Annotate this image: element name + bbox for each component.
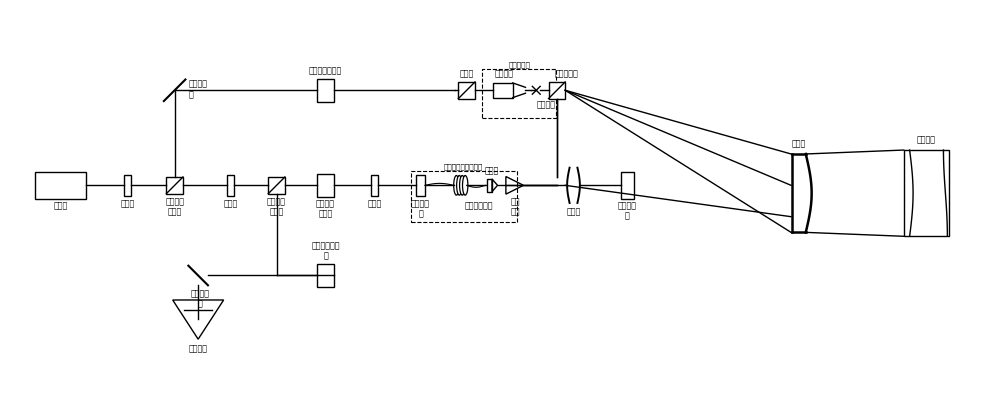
Text: 显微物镜: 显微物镜 — [494, 69, 513, 79]
Text: 成像镜: 成像镜 — [566, 207, 581, 216]
Text: 第一反射
镇: 第一反射 镇 — [188, 79, 207, 99]
Bar — [621, 172, 634, 199]
Bar — [166, 177, 183, 194]
Text: 待测样品: 待测样品 — [917, 135, 936, 144]
Text: 点衍射光波生成装置: 点衍射光波生成装置 — [444, 163, 483, 170]
Ellipse shape — [463, 176, 468, 195]
Bar — [411, 170, 517, 222]
Bar — [482, 69, 556, 118]
Text: 第二声光频移
器: 第二声光频移 器 — [311, 241, 340, 261]
Bar — [904, 150, 949, 236]
Text: 第二反射
镇: 第二反射 镇 — [191, 289, 210, 309]
Text: 光纤头: 光纤头 — [485, 166, 499, 176]
Text: 第一声光频移器: 第一声光频移器 — [309, 66, 342, 76]
Bar — [227, 174, 234, 196]
Text: 滤波针孔: 滤波针孔 — [537, 100, 556, 109]
Bar — [549, 82, 565, 99]
Text: 半波片: 半波片 — [367, 199, 382, 208]
Bar — [493, 83, 513, 98]
Text: 第二偏振
分光镜: 第二偏振 分光镜 — [267, 197, 286, 216]
Bar — [487, 179, 492, 192]
Text: 第三声光
频移器: 第三声光 频移器 — [316, 199, 335, 218]
Bar — [317, 174, 334, 197]
Text: 面阵探测
器: 面阵探测 器 — [618, 201, 637, 220]
Text: 光纤耦合
镜: 光纤耦合 镜 — [411, 199, 430, 218]
Text: 直角
棱镜: 直角 棱镜 — [511, 197, 520, 216]
Text: 半波片: 半波片 — [223, 199, 238, 208]
Ellipse shape — [457, 176, 462, 195]
Bar — [124, 174, 131, 196]
Ellipse shape — [460, 176, 465, 195]
Text: 角锥棱镜: 角锥棱镜 — [189, 344, 208, 353]
Bar — [35, 172, 86, 199]
Bar — [317, 264, 334, 287]
Text: 第一分光镜: 第一分光镜 — [555, 69, 579, 79]
Text: 空间滤波器: 空间滤波器 — [508, 61, 530, 68]
Text: 单模保偏光纤: 单模保偏光纤 — [464, 201, 493, 210]
Ellipse shape — [454, 176, 459, 195]
Bar — [371, 174, 378, 196]
Text: 激光器: 激光器 — [54, 201, 68, 210]
Bar — [317, 79, 334, 102]
Text: 半波片: 半波片 — [120, 199, 135, 208]
Text: 合束镜: 合束镜 — [460, 69, 474, 79]
Bar — [416, 174, 425, 196]
Text: 第一偏振
分光镜: 第一偏振 分光镜 — [165, 197, 184, 216]
Bar — [268, 177, 285, 194]
Bar — [458, 82, 475, 99]
Text: 准直镜: 准直镜 — [792, 139, 806, 148]
